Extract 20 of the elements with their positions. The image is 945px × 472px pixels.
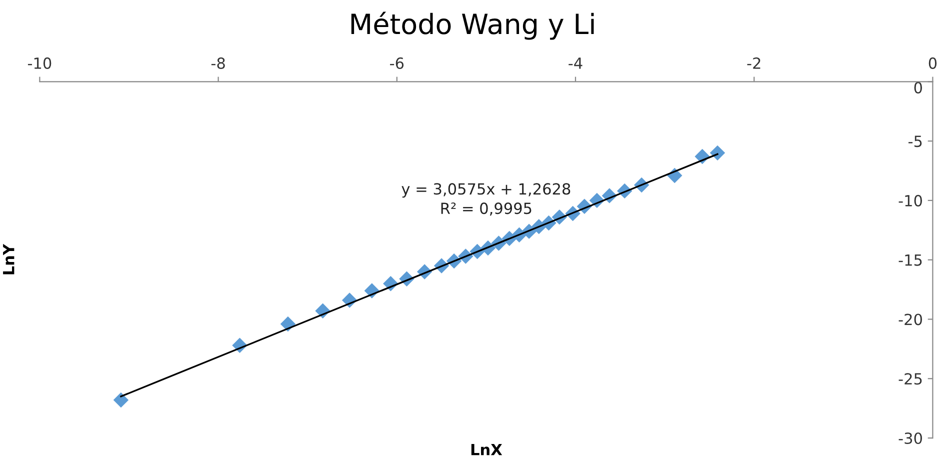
x-axis-title: LnX [471, 444, 502, 456]
x-tick-label: -6 [390, 57, 404, 69]
y-tick-label: -5 [908, 136, 922, 148]
y-axis-title: LnY [3, 244, 14, 274]
y-tick-label: 0 [914, 82, 922, 94]
annotation: y = 3,0575x + 1,2628 R² = 0,9995 [402, 183, 570, 216]
y-tick-label: -25 [898, 373, 922, 385]
point [113, 392, 129, 408]
x-tick-label: -10 [28, 57, 52, 69]
y-tick-label: -10 [898, 194, 922, 206]
point [280, 316, 296, 332]
y-tick-label: -20 [898, 314, 922, 326]
y-tick-label: -30 [898, 432, 922, 444]
chart-title: Método Wang y Li [351, 12, 594, 40]
x-tick-label: -4 [568, 58, 582, 69]
x-tick-label: 0 [928, 57, 937, 69]
x-tick-label: -2 [747, 57, 760, 69]
y-tick-label: -15 [898, 254, 922, 266]
x-tick-label: -8 [211, 57, 225, 69]
point [710, 145, 726, 161]
